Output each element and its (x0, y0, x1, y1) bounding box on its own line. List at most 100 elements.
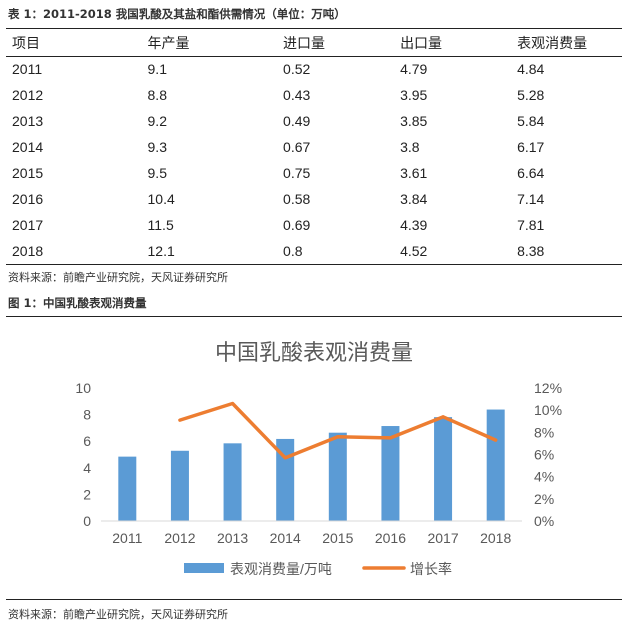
cell-production: 9.2 (147, 113, 167, 129)
cell-production: 9.1 (147, 61, 167, 77)
cell-import: 0.49 (283, 113, 311, 129)
figure-bottom-rule (6, 599, 622, 600)
cell-production: 10.4 (147, 191, 175, 207)
cell-consumption: 7.14 (517, 191, 545, 207)
header-item: 项目 (12, 35, 40, 51)
cell-year: 2013 (12, 113, 44, 129)
y-right-tick-label: 2% (534, 491, 554, 507)
cell-import: 0.52 (283, 61, 311, 77)
y-right-tick-label: 8% (534, 424, 554, 440)
bar (434, 417, 453, 521)
cell-import: 0.8 (283, 243, 303, 259)
cell-year: 2016 (12, 191, 44, 207)
x-tick-label: 2013 (217, 530, 248, 546)
cell-consumption: 8.38 (517, 243, 545, 259)
cell-export: 3.8 (400, 139, 420, 155)
cell-export: 4.39 (400, 217, 428, 233)
bar (328, 432, 347, 521)
cell-production: 11.5 (147, 217, 174, 233)
x-tick-label: 2014 (270, 530, 301, 546)
table-row: 2016 10.4 0.58 3.84 7.14 (6, 186, 622, 212)
y-left-tick-label: 6 (83, 433, 91, 449)
y-right-tick-label: 12% (534, 380, 562, 396)
legend-line-label: 增长率 (410, 561, 452, 577)
cell-consumption: 5.84 (517, 113, 545, 129)
cell-year: 2011 (12, 61, 43, 77)
cell-export: 3.85 (400, 113, 428, 129)
x-tick-label: 2011 (112, 530, 142, 546)
y-left-tick-label: 4 (83, 460, 91, 476)
table-header-rule (6, 56, 622, 57)
cell-year: 2015 (12, 165, 44, 181)
consumption-chart: 中国乳酸表观消费量 0 2 4 6 8 10 0% 2% 4% 6% 8% 10% 12% 2011 201… (75, 340, 562, 577)
growth-rate-line (178, 401, 498, 460)
legend-bar-label: 表观消费量/万吨 (230, 561, 332, 577)
table-row: 2018 12.1 0.8 4.52 8.38 (6, 238, 622, 264)
header-import: 进口量 (283, 35, 326, 51)
cell-consumption: 5.28 (517, 87, 545, 103)
y-right-tick-label: 4% (534, 469, 554, 485)
table-row: 2011 9.1 0.52 4.79 4.84 (6, 56, 622, 82)
table-row: 2012 8.8 0.43 3.95 5.28 (6, 82, 622, 108)
bar (223, 443, 242, 521)
cell-export: 4.52 (400, 243, 428, 259)
cell-consumption: 4.84 (517, 61, 545, 77)
cell-production: 9.5 (147, 165, 167, 181)
x-tick-label: 2012 (164, 530, 195, 546)
cell-export: 3.84 (400, 191, 428, 207)
bar (381, 426, 400, 521)
figure-caption: 图 1：中国乳酸表观消费量 (8, 296, 147, 310)
supply-demand-table: 项目 年产量 进口量 出口量 表观消费量 2011 9.1 0.52 4.79 4.84… (6, 30, 622, 264)
bar (276, 438, 295, 521)
cell-import: 0.75 (283, 165, 311, 181)
bar (170, 450, 189, 521)
cell-production: 9.3 (147, 139, 167, 155)
figure-source-note: 资料来源：前瞻产业研究院，天风证券研究所 (8, 608, 228, 621)
x-tick-label: 2018 (480, 530, 511, 546)
header-consumption: 表观消费量 (517, 35, 588, 51)
cell-import: 0.43 (283, 87, 311, 103)
y-right-tick-label: 10% (534, 402, 562, 418)
table-row: 2014 9.3 0.67 3.8 6.17 (6, 134, 622, 160)
bar (486, 409, 505, 521)
y-left-tick-label: 8 (83, 407, 91, 423)
table-row: 2017 11.5 0.69 4.39 7.81 (6, 212, 622, 238)
cell-export: 3.95 (400, 87, 428, 103)
table-row: 2013 9.2 0.49 3.85 5.84 (6, 108, 622, 134)
x-tick-label: 2015 (322, 530, 353, 546)
cell-consumption: 6.17 (517, 139, 545, 155)
y-left-tick-label: 10 (75, 380, 91, 396)
y-right-tick-label: 6% (534, 447, 554, 463)
table-caption: 表 1：2011-2018 我国乳酸及其盐和酯供需情况（单位：万吨） (8, 7, 346, 21)
table-row: 2015 9.5 0.75 3.61 6.64 (6, 160, 622, 186)
legend-bar-swatch (184, 563, 224, 573)
bar (118, 456, 137, 521)
cell-export: 3.61 (400, 165, 428, 181)
y-left-tick-label: 0 (83, 513, 91, 529)
table-bottom-rule (6, 264, 622, 265)
cell-import: 0.69 (283, 217, 311, 233)
table-top-rule (6, 28, 622, 29)
header-production: 年产量 (147, 35, 190, 51)
cell-year: 2012 (12, 87, 44, 103)
plot-area: 0 2 4 6 8 10 0% 2% 4% 6% 8% 10% 12% 2011 2012 2013 2014 2… (75, 380, 562, 577)
cell-production: 12.1 (147, 243, 175, 259)
cell-import: 0.67 (283, 139, 311, 155)
cell-year: 2018 (12, 243, 44, 259)
cell-consumption: 7.81 (517, 217, 545, 233)
table-source-note: 资料来源：前瞻产业研究院，天风证券研究所 (8, 271, 228, 284)
y-left-tick-label: 2 (83, 486, 91, 502)
x-tick-label: 2017 (427, 530, 458, 546)
cell-production: 8.8 (147, 87, 167, 103)
cell-export: 4.79 (400, 61, 428, 77)
x-tick-label: 2016 (375, 530, 406, 546)
cell-consumption: 6.64 (517, 165, 545, 181)
table-header-row: 项目 年产量 进口量 出口量 表观消费量 (6, 30, 622, 56)
chart-title: 中国乳酸表观消费量 (215, 340, 413, 365)
cell-year: 2014 (12, 139, 44, 155)
cell-import: 0.58 (283, 191, 311, 207)
figure-top-rule (6, 316, 622, 317)
y-right-tick-label: 0% (534, 513, 554, 529)
cell-year: 2017 (12, 217, 44, 233)
header-export: 出口量 (400, 35, 443, 51)
